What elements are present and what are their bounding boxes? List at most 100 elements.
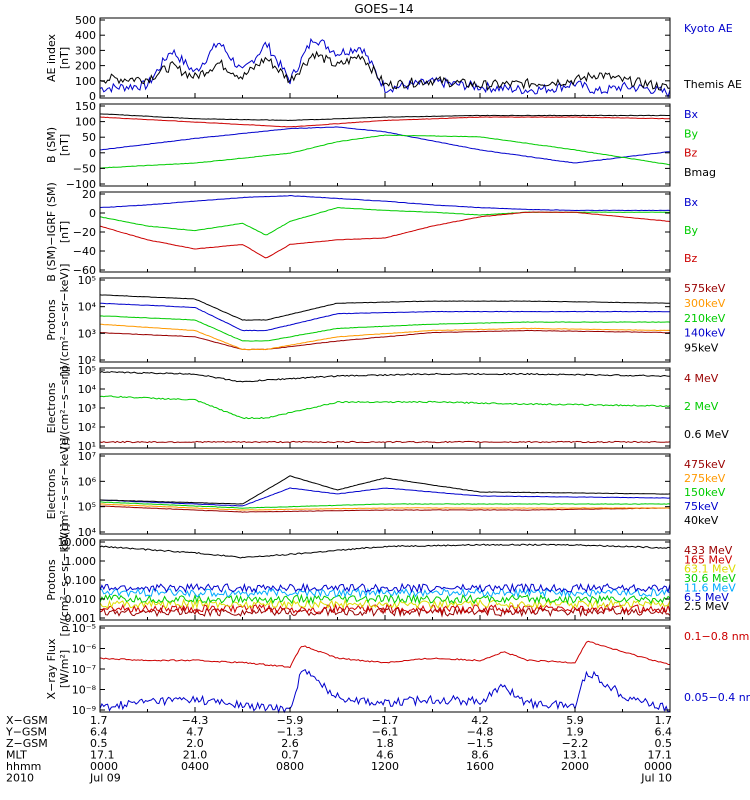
ylabel-ae: AE index <box>45 33 58 82</box>
xaxis-row-label-5: 2010 <box>6 772 34 785</box>
yunit-ae: [nT] <box>58 47 71 69</box>
xaxis-cell-2-1: −1.3 <box>277 726 304 739</box>
ytick-label-b_sm-0: 150 <box>75 100 96 113</box>
series-line-xray-0 <box>99 640 671 669</box>
xaxis-cell-4-2: −1.5 <box>467 737 494 750</box>
ylabel-protons_low: Protons <box>45 299 58 340</box>
legend-entry-protons_low-3: 140keV <box>684 327 726 340</box>
ytick-label-protons_low-0: 10⁵ <box>78 274 96 287</box>
legend-entry-protons_low-1: 300keV <box>684 297 726 310</box>
panel-b_igrf: Bx By Bz 20 0 −20 −40 −60 B (SM)−IGRF (SM) [nT] <box>45 182 699 282</box>
xaxis-row-label-3: MLT <box>6 749 27 762</box>
ytick-label-protons_high-3: 0.010 <box>65 593 97 606</box>
series-line-b_igrf-1 <box>99 207 671 236</box>
panel-electrons_high: 4 MeV 2 MeV 0.6 MeV 10⁵ 10⁴ 10³ 10² 10¹ Electron… <box>45 364 729 453</box>
ytick-label-protons_low-1: 10⁴ <box>78 301 97 314</box>
xaxis-cell-5-3: 13.1 <box>563 749 588 762</box>
series-line-electrons_high-1 <box>99 395 671 420</box>
xaxis-cell-6-1: 6.4 <box>655 726 673 739</box>
xaxis-cell-6-2: 0.5 <box>655 737 673 750</box>
ytick-label-b_igrf-3: −40 <box>73 245 96 258</box>
xaxis-cell-6-4: 0000 <box>644 760 672 773</box>
series-line-electrons_low-1 <box>99 503 671 511</box>
series-line-electrons_high-2 <box>99 371 671 383</box>
series-line-b_sm-3 <box>100 113 670 122</box>
ytick-label-xray-2: 10⁻⁷ <box>72 663 96 676</box>
ylabel-b_igrf: B (SM)−IGRF (SM) <box>45 182 58 282</box>
xaxis-cell-2-3: 0.7 <box>281 749 299 762</box>
xaxis-cell-4-1: −4.8 <box>467 726 494 739</box>
xaxis-cell-2-0: −5.9 <box>277 714 304 727</box>
legend-entry-protons_high-2: 63.1 MeV <box>684 563 736 576</box>
ytick-label-protons_high-0: 10.000 <box>58 536 97 549</box>
ytick-label-xray-1: 10⁻⁶ <box>72 643 97 656</box>
legend-entry-b_igrf-1: By <box>684 224 699 237</box>
xaxis-cell-0-1: 6.4 <box>90 726 108 739</box>
ytick-label-protons_low-2: 10³ <box>78 327 96 340</box>
yunit-protons_high: [p/(cm²−s−sr−keV)] <box>58 524 71 637</box>
xaxis-cell-0-2: 0.5 <box>90 737 108 750</box>
xaxis-cell-5-2: −2.2 <box>562 737 589 750</box>
legend-entry-protons_high-4: 11.6 MeV <box>684 581 736 594</box>
ytick-label-electrons_high-1: 10⁴ <box>78 383 97 396</box>
series-line-protons_low-2 <box>99 315 671 342</box>
legend-entry-protons_low-4: 95keV <box>684 342 719 355</box>
xaxis-cell-3-1: −6.1 <box>372 726 399 739</box>
ylabel-electrons_low: Electrons <box>45 468 58 519</box>
ytick-label-electrons_high-2: 10³ <box>78 402 96 415</box>
panel-frame-electrons_low <box>99 453 671 535</box>
ytick-label-electrons_high-3: 10² <box>78 421 96 434</box>
x-axis-labels: X−GSMY−GSMZ−GSMMLThhmm20101.76.40.517.10… <box>5 714 672 785</box>
ylabel-b_sm: B (SM) <box>45 127 58 163</box>
series-line-b_sm-1 <box>100 134 671 169</box>
legend-entry-electrons_low-4: 40keV <box>684 514 719 527</box>
legend-entry-electrons_high-0: 4 MeV <box>684 372 719 385</box>
ytick-label-b_sm-4: −50 <box>73 162 96 175</box>
ytick-label-electrons_high-4: 10¹ <box>78 440 96 453</box>
xaxis-cell-0-4: 0000 <box>90 760 118 773</box>
series-line-electrons_low-4 <box>100 475 671 505</box>
ytick-label-b_sm-5: −100 <box>66 178 96 191</box>
ytick-label-b_sm-1: 100 <box>75 116 96 129</box>
series-line-electrons_low-3 <box>99 487 671 507</box>
ytick-label-protons_high-4: 0.001 <box>65 612 97 625</box>
ytick-label-ae-1: 400 <box>75 29 96 42</box>
ytick-label-protons_high-1: 1.000 <box>65 555 97 568</box>
legend-entry-protons_high-3: 30.6 MeV <box>684 572 736 585</box>
xaxis-cell-4-4: 1600 <box>466 760 494 773</box>
ytick-label-electrons_high-0: 10⁵ <box>78 364 96 377</box>
series-line-ae-1 <box>99 50 671 92</box>
xaxis-cell-1-2: 2.0 <box>186 737 204 750</box>
xaxis-cell-3-3: 4.6 <box>376 749 394 762</box>
xaxis-cell-5-4: 2000 <box>561 760 589 773</box>
series-line-xray-1 <box>99 669 671 714</box>
series-line-electrons_low-2 <box>99 501 671 509</box>
series-line-b_sm-0 <box>99 126 670 164</box>
yunit-b_igrf: [nT] <box>58 221 71 243</box>
panel-frame-ae <box>99 17 671 99</box>
series-line-b_igrf-2 <box>99 211 671 259</box>
xaxis-cell-3-4: 1200 <box>371 760 399 773</box>
series-line-protons_high-3 <box>99 593 671 605</box>
ylabel-xray: X−ray Flux <box>45 638 58 699</box>
ytick-label-protons_low-3: 10² <box>78 354 96 367</box>
legend-entry-protons_high-0: 433 MeV <box>684 544 733 557</box>
legend-entry-b_sm-3: Bmag <box>684 166 716 179</box>
xaxis-cell-5-1: 1.9 <box>566 726 584 739</box>
panel-ae: Kyoto AE Themis AE 500 400 300 200 100 0 AE inde… <box>45 14 742 103</box>
xaxis-cell-6-5: Jul 10 <box>640 772 672 785</box>
xaxis-cell-1-4: 0400 <box>181 760 209 773</box>
panel-frame-b_igrf <box>99 191 671 273</box>
legend-entry-electrons_low-3: 75keV <box>684 500 719 513</box>
legend-entry-protons_low-0: 575keV <box>684 282 726 295</box>
legend-entry-electrons_low-2: 150keV <box>684 486 726 499</box>
ytick-label-b_igrf-2: −20 <box>73 226 96 239</box>
ytick-label-b_igrf-1: 0 <box>89 207 96 220</box>
series-line-protons_low-4 <box>99 294 671 321</box>
legend-entry-protons_low-2: 210keV <box>684 312 726 325</box>
series-line-electrons_high-0 <box>99 440 671 444</box>
xaxis-cell-0-0: 1.7 <box>90 714 108 727</box>
legend-entry-protons_high-6: 2.5 MeV <box>684 600 729 613</box>
